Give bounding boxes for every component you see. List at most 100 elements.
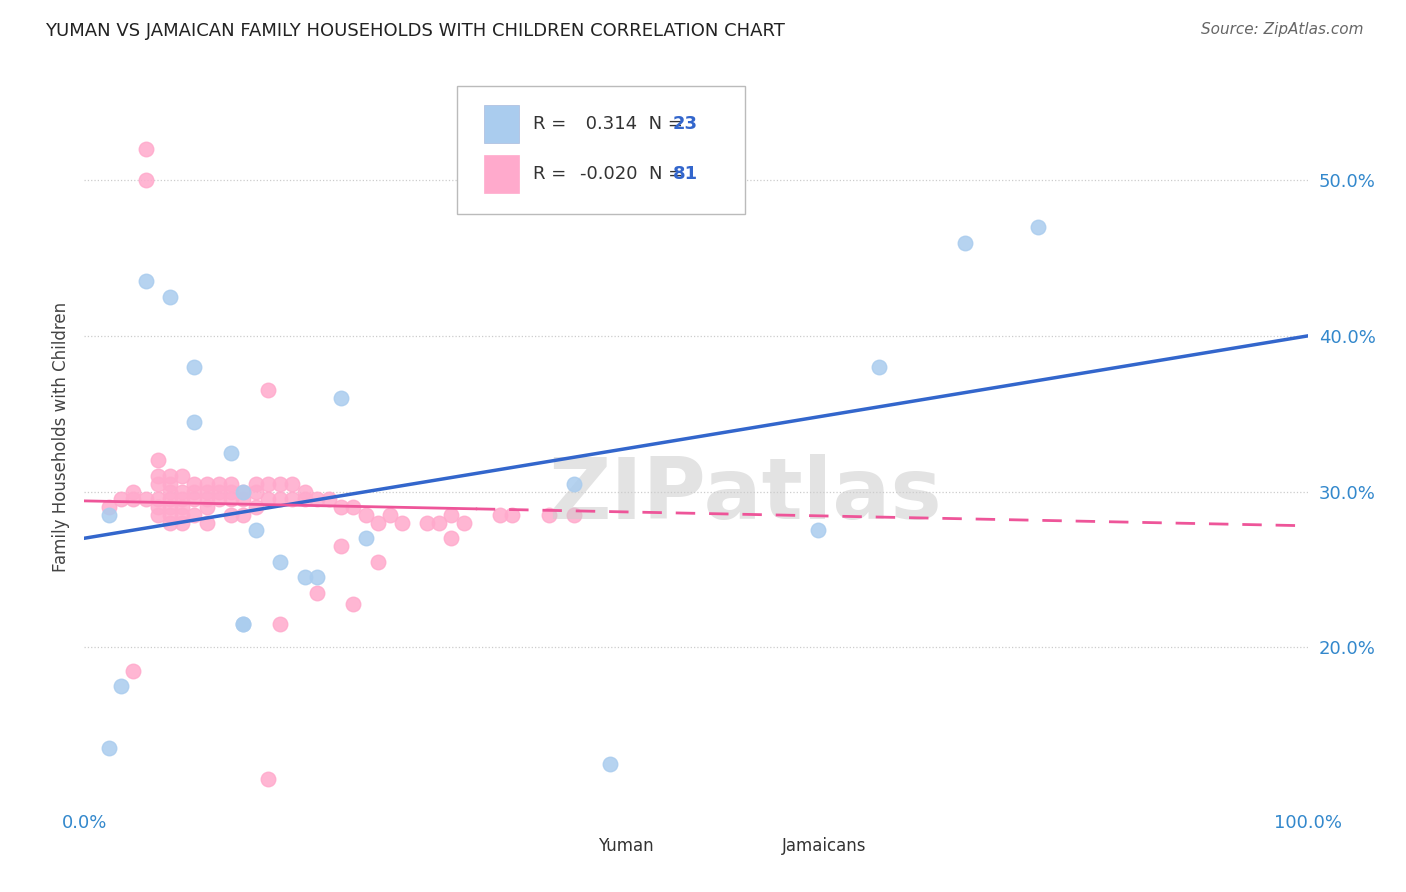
Point — [172, 516, 194, 530]
Point — [195, 484, 218, 499]
Point — [281, 476, 304, 491]
Point — [1028, 219, 1050, 234]
Point — [146, 508, 169, 522]
FancyBboxPatch shape — [550, 841, 588, 869]
Point — [440, 508, 463, 522]
Point — [427, 516, 450, 530]
Point — [318, 492, 340, 507]
Point — [391, 516, 413, 530]
Point — [245, 484, 267, 499]
Point — [354, 508, 377, 522]
Text: 0.314  N =: 0.314 N = — [579, 115, 689, 133]
Point — [219, 508, 242, 522]
Point — [159, 508, 181, 522]
Point — [502, 508, 524, 522]
Point — [330, 391, 353, 405]
Point — [159, 500, 181, 515]
Point — [122, 664, 145, 678]
Point — [208, 492, 231, 507]
Point — [232, 508, 254, 522]
Point — [232, 484, 254, 499]
Point — [183, 476, 205, 491]
Point — [159, 476, 181, 491]
Point — [135, 492, 157, 507]
Point — [146, 453, 169, 467]
Point — [367, 555, 389, 569]
Point — [110, 679, 132, 693]
Point — [489, 508, 512, 522]
Point — [232, 616, 254, 631]
Point — [146, 476, 169, 491]
Point — [869, 359, 891, 374]
Text: -0.020  N =: -0.020 N = — [579, 165, 689, 183]
Point — [195, 500, 218, 515]
Point — [183, 415, 205, 429]
FancyBboxPatch shape — [457, 86, 745, 214]
Point — [172, 484, 194, 499]
Point — [195, 516, 218, 530]
Point — [135, 142, 157, 156]
Point — [219, 492, 242, 507]
Point — [159, 290, 181, 304]
Point — [305, 570, 328, 584]
Point — [440, 531, 463, 545]
Point — [294, 484, 316, 499]
Point — [294, 492, 316, 507]
Point — [183, 359, 205, 374]
Text: Source: ZipAtlas.com: Source: ZipAtlas.com — [1201, 22, 1364, 37]
Text: ZIPatlas: ZIPatlas — [548, 454, 942, 537]
Point — [172, 469, 194, 483]
Point — [232, 492, 254, 507]
Text: Jamaicans: Jamaicans — [782, 837, 866, 855]
Point — [219, 484, 242, 499]
Point — [159, 492, 181, 507]
Point — [183, 492, 205, 507]
Text: R =: R = — [533, 115, 567, 133]
Point — [122, 492, 145, 507]
Point — [562, 476, 585, 491]
Point — [807, 524, 830, 538]
Point — [195, 492, 218, 507]
Point — [416, 516, 439, 530]
Point — [281, 492, 304, 507]
Point — [208, 476, 231, 491]
Point — [172, 500, 194, 515]
Point — [159, 469, 181, 483]
Point — [245, 524, 267, 538]
Point — [342, 500, 364, 515]
FancyBboxPatch shape — [733, 841, 772, 869]
Point — [245, 476, 267, 491]
Point — [269, 492, 291, 507]
Point — [330, 539, 353, 553]
Point — [380, 508, 402, 522]
Point — [159, 484, 181, 499]
Point — [219, 476, 242, 491]
Point — [342, 597, 364, 611]
Point — [183, 508, 205, 522]
Point — [232, 484, 254, 499]
Point — [208, 484, 231, 499]
Point — [538, 508, 561, 522]
Point — [232, 616, 254, 631]
Point — [953, 235, 976, 250]
Text: 81: 81 — [672, 165, 697, 183]
Point — [97, 508, 120, 522]
Point — [305, 492, 328, 507]
FancyBboxPatch shape — [484, 154, 519, 193]
Point — [183, 484, 205, 499]
Point — [122, 484, 145, 499]
Point — [159, 516, 181, 530]
Point — [172, 508, 194, 522]
Text: 23: 23 — [672, 115, 697, 133]
Text: Yuman: Yuman — [598, 837, 654, 855]
Point — [269, 616, 291, 631]
Point — [257, 476, 280, 491]
Point — [330, 500, 353, 515]
Point — [146, 469, 169, 483]
Point — [354, 531, 377, 545]
Point — [97, 500, 120, 515]
Point — [135, 173, 157, 187]
Point — [269, 555, 291, 569]
FancyBboxPatch shape — [484, 105, 519, 143]
Point — [245, 500, 267, 515]
